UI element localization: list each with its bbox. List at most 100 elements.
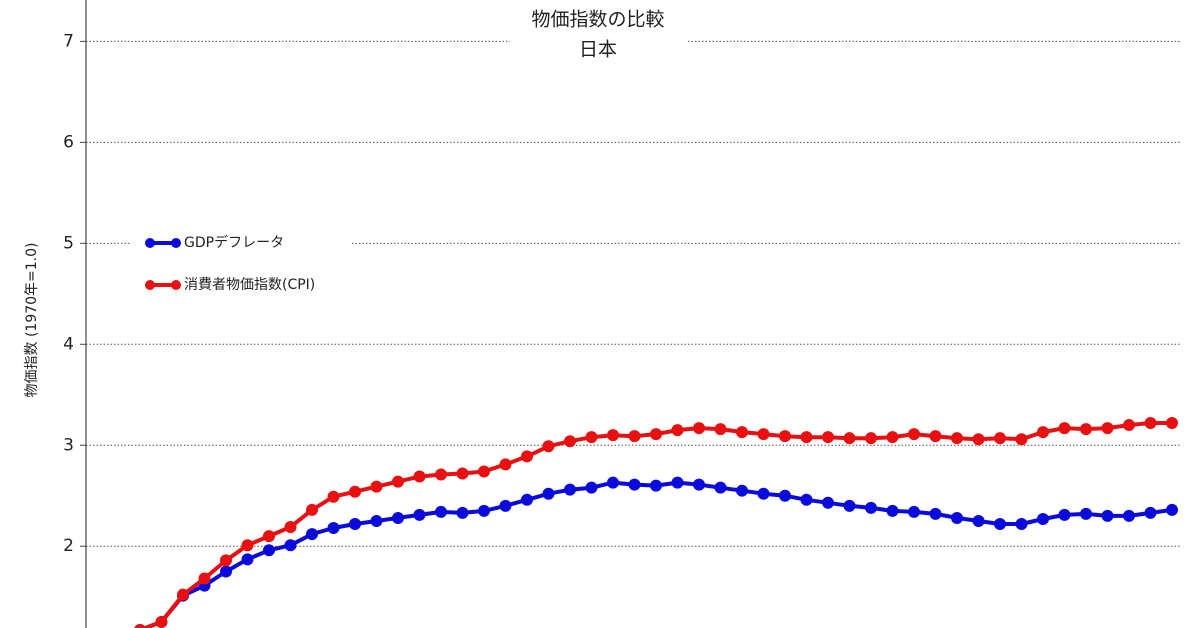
- chart-subtitle: 日本: [579, 39, 617, 61]
- data-point: [478, 504, 490, 517]
- series-line: [139, 480, 1173, 628]
- data-point: [241, 553, 254, 566]
- data-point: [542, 440, 555, 453]
- data-point: [1080, 423, 1092, 436]
- data-point: [865, 501, 877, 514]
- title-box: [510, 0, 686, 72]
- data-point: [220, 554, 232, 567]
- data-point: [693, 422, 705, 435]
- data-point: [456, 467, 469, 480]
- data-point: [650, 479, 662, 492]
- legend-label: 消費者物価指数(CPI): [184, 277, 315, 293]
- data-point: [1144, 417, 1157, 430]
- data-point: [263, 530, 275, 543]
- data-point: [413, 508, 426, 521]
- y-tick-label: 3: [63, 435, 74, 455]
- data-point: [714, 423, 727, 436]
- data-point: [370, 480, 383, 493]
- y-tick-label: 6: [63, 132, 74, 152]
- data-point: [155, 615, 168, 628]
- data-point: [306, 528, 318, 541]
- data-point: [1015, 433, 1028, 446]
- data-point: [865, 432, 877, 445]
- data-point: [1058, 508, 1071, 521]
- data-point: [757, 428, 770, 441]
- chart-title: 物価指数の比較: [531, 9, 664, 31]
- data-point: [435, 505, 447, 518]
- data-point: [607, 476, 619, 489]
- data-point: [1123, 509, 1135, 522]
- data-point: [478, 465, 490, 478]
- data-point: [349, 485, 361, 498]
- data-point: [198, 572, 211, 585]
- data-point: [628, 430, 641, 443]
- data-point: [327, 490, 340, 503]
- data-point: [413, 470, 426, 483]
- data-point: [1123, 419, 1135, 432]
- data-point: [1058, 422, 1071, 435]
- data-point: [435, 468, 447, 481]
- data-point: [370, 514, 383, 527]
- data-point: [886, 431, 899, 444]
- data-point: [564, 483, 576, 496]
- y-tick-label: 5: [63, 233, 74, 253]
- data-point: [693, 478, 705, 491]
- data-point: [263, 544, 275, 557]
- data-point: [585, 481, 598, 494]
- data-point: [1037, 426, 1049, 439]
- data-point: [177, 588, 189, 601]
- data-point: [822, 431, 834, 444]
- data-point: [908, 505, 920, 518]
- data-point: [1166, 503, 1178, 516]
- data-point: [542, 487, 555, 500]
- data-point: [779, 430, 791, 443]
- data-point: [1144, 506, 1157, 519]
- data-point: [607, 429, 619, 442]
- data-point: [1080, 507, 1092, 520]
- data-point: [886, 504, 899, 517]
- data-point: [499, 499, 512, 512]
- data-point: [736, 426, 748, 439]
- legend-marker: [145, 280, 155, 290]
- data-point: [284, 521, 297, 534]
- data-point: [241, 539, 254, 552]
- data-point: [1037, 512, 1049, 525]
- data-point: [972, 514, 985, 527]
- data-point: [1166, 417, 1178, 430]
- data-point: [1015, 518, 1028, 531]
- data-point: [994, 518, 1006, 531]
- data-point: [929, 430, 942, 443]
- data-point: [779, 489, 791, 502]
- data-point: [800, 431, 813, 444]
- legend-label: GDPデフレータ: [184, 234, 284, 251]
- data-point: [585, 431, 598, 444]
- data-point: [392, 511, 404, 524]
- legend-marker: [171, 280, 181, 290]
- data-point: [972, 433, 985, 446]
- data-point: [564, 435, 576, 448]
- data-point: [1101, 422, 1114, 435]
- data-point: [284, 539, 297, 552]
- data-point: [628, 478, 641, 491]
- y-axis-label: 物価指数 (1970年=1.0): [24, 243, 40, 398]
- y-tick-label: 2: [63, 536, 74, 556]
- data-point: [1101, 509, 1114, 522]
- legend-box: [130, 226, 352, 302]
- data-point: [499, 458, 512, 471]
- data-point: [800, 493, 813, 506]
- data-point: [671, 424, 684, 437]
- data-point: [521, 450, 533, 463]
- data-point: [392, 475, 404, 488]
- data-point: [650, 428, 662, 441]
- data-point: [456, 506, 469, 519]
- data-point: [843, 432, 856, 445]
- data-point: [757, 487, 770, 500]
- y-tick-label: 7: [63, 31, 74, 51]
- data-point: [134, 624, 146, 628]
- data-point: [714, 481, 727, 494]
- data-point: [951, 432, 963, 445]
- data-point: [951, 511, 963, 524]
- data-point: [349, 518, 361, 531]
- data-point: [736, 484, 748, 497]
